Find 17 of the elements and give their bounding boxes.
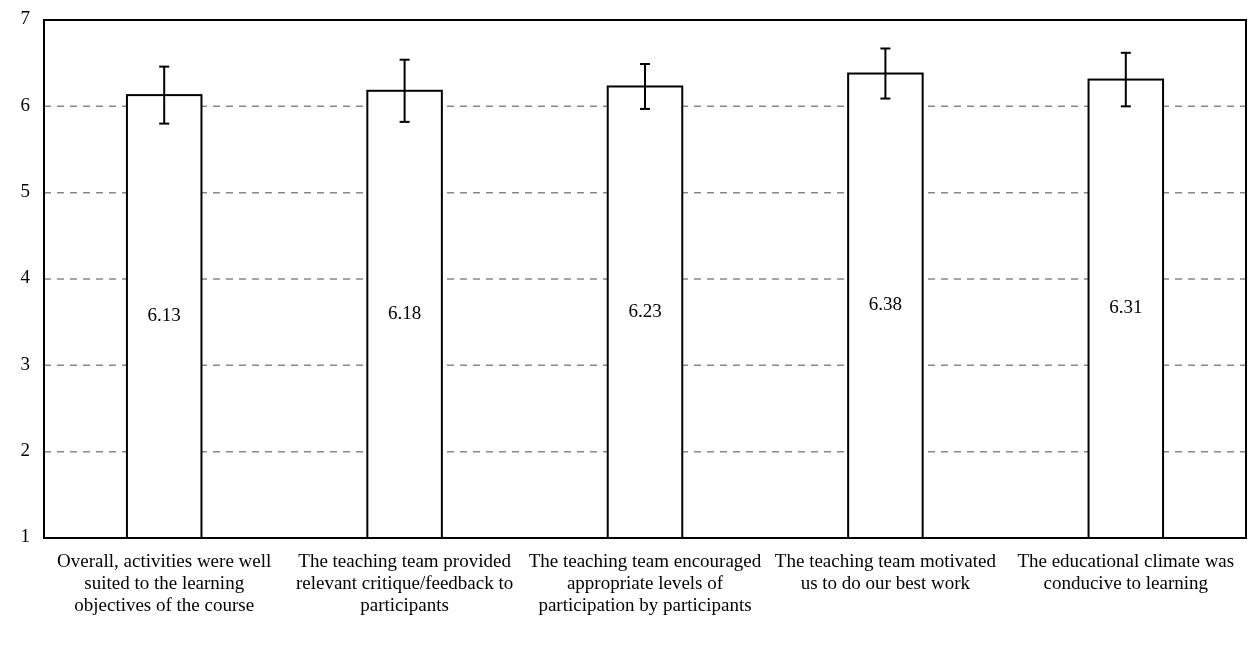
data-label: 6.13 [147, 303, 181, 325]
y-tick-label: 7 [20, 7, 30, 29]
data-label: 6.23 [628, 299, 662, 321]
y-tick-label: 3 [20, 352, 30, 374]
data-label: 6.31 [1109, 296, 1143, 318]
y-tick-label: 2 [20, 439, 30, 461]
x-tick-label: The teaching team provided relevant critique/feedback to participants [295, 550, 514, 615]
data-label: 6.38 [868, 293, 903, 315]
y-tick-label: 1 [20, 525, 30, 547]
x-tick-label: Overall, activities were well suited to the learning objectives of the course [57, 550, 272, 615]
x-tick-label: The teaching team motivated us to do our best work [774, 550, 997, 593]
y-tick-label: 4 [20, 266, 31, 288]
y-tick-label: 6 [20, 93, 30, 115]
data-label: 6.18 [387, 301, 422, 323]
x-tick-label: The teaching team encouraged appropriate levels of participation by participants [528, 550, 762, 615]
y-tick-label: 5 [20, 180, 30, 202]
x-tick-label: The educational climate was conducive to learning [1017, 550, 1235, 593]
